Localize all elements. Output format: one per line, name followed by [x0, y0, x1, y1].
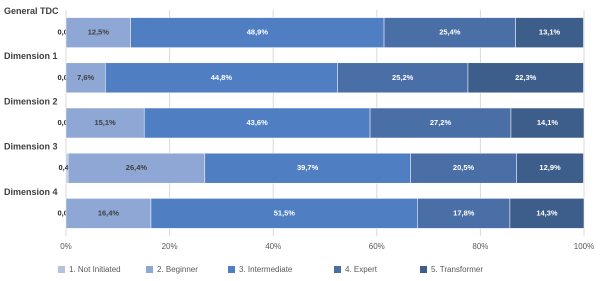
legend-label: 3. Intermediate [239, 265, 293, 274]
legend-swatch [228, 266, 235, 273]
value-label: 22,3% [515, 73, 537, 82]
bar-segment [410, 152, 517, 184]
legend-label: 5. Transformer [431, 265, 483, 274]
bar-segment [515, 17, 584, 48]
x-tick-label: 80% [472, 242, 488, 251]
legend-swatch [334, 266, 341, 273]
bar-segment [337, 62, 469, 94]
bar-segment [105, 62, 338, 94]
bar-segment [130, 17, 385, 48]
bar-segment [417, 198, 511, 229]
value-label: 43,6% [247, 118, 269, 127]
value-label: 25,2% [392, 73, 414, 82]
category-label: Dimension 4 [4, 187, 58, 197]
value-label: 12,9% [539, 163, 561, 172]
legend-label: 2. Beginner [157, 265, 198, 274]
value-label: 14,1% [537, 118, 559, 127]
bar-segment [65, 198, 152, 229]
value-label: 13,1% [539, 28, 561, 37]
value-label: 27,2% [430, 118, 452, 127]
bar-segment [467, 62, 584, 94]
legend-swatch [420, 266, 427, 273]
legend-swatch [146, 266, 153, 273]
x-tick-label: 20% [162, 242, 178, 251]
category-label: Dimension 1 [4, 51, 58, 61]
value-label: 14,3% [536, 208, 558, 217]
value-label: 51,5% [274, 208, 296, 217]
category-label: Dimension 2 [4, 96, 58, 106]
bar-segment [369, 107, 512, 139]
bar-segment [65, 62, 106, 94]
value-label: 17,8% [453, 208, 475, 217]
value-label: 44,8% [211, 73, 233, 82]
legend-swatch [58, 266, 65, 273]
value-label: 7,6% [77, 73, 94, 82]
category-label: General TDC [4, 6, 59, 16]
bar-segment [65, 17, 131, 48]
value-label: 20,5% [453, 163, 475, 172]
value-label: 12,5% [88, 28, 110, 37]
bar-segment [65, 107, 145, 139]
bar-segment [143, 107, 371, 139]
x-tick-label: 40% [265, 242, 281, 251]
bar-segment [509, 198, 585, 229]
value-label: 48,9% [247, 28, 269, 37]
value-label: 0,4% [58, 163, 75, 172]
bar-segment [516, 152, 584, 184]
x-tick-label: 100% [574, 242, 594, 251]
bar-segment [204, 152, 411, 184]
bar-segment [67, 152, 206, 184]
legend-label: 4. Expert [345, 265, 378, 274]
category-label: Dimension 3 [4, 142, 58, 152]
bar-segment [510, 107, 585, 139]
value-label: 15,1% [94, 118, 116, 127]
value-label: 25,4% [439, 28, 461, 37]
value-label: 39,7% [297, 163, 319, 172]
legend-label: 1. Not Initiated [69, 265, 121, 274]
x-tick-label: 60% [369, 242, 385, 251]
x-tick-label: 0% [60, 242, 72, 251]
bar-segment [150, 198, 418, 229]
value-label: 16,4% [98, 208, 120, 217]
value-label: 26,4% [126, 163, 148, 172]
bar-segment [383, 17, 516, 48]
